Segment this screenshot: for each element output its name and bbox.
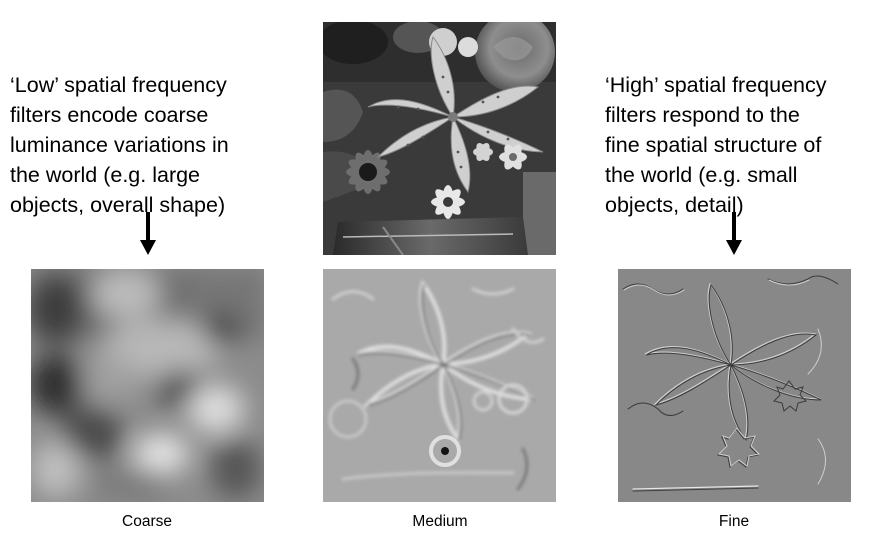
medium-filtered-image — [323, 269, 556, 502]
high-frequency-description: ‘High’ spatial frequency filters respond… — [605, 70, 827, 220]
low-description-line: ‘Low’ spatial frequency — [10, 73, 227, 97]
low-description-line: luminance variations in — [10, 133, 229, 157]
down-arrow-icon — [140, 212, 156, 255]
high-description-line: filters respond to the — [605, 103, 800, 127]
low-description-line: objects, overall shape) — [10, 193, 226, 217]
high-description-line: ‘High’ spatial frequency — [605, 73, 827, 97]
caption-coarse: Coarse — [122, 513, 172, 530]
fine-filtered-image — [618, 269, 851, 502]
original-flower-photo — [323, 22, 556, 255]
high-description-line: the world (e.g. small — [605, 163, 798, 187]
caption-medium: Medium — [412, 513, 468, 530]
high-description-line: fine spatial structure of — [605, 133, 822, 157]
low-description-line: filters encode coarse — [10, 103, 209, 127]
down-arrow-icon — [726, 212, 742, 255]
caption-fine: Fine — [718, 513, 750, 530]
coarse-filtered-image — [31, 269, 264, 502]
low-description-line: the world (e.g. large — [10, 163, 201, 187]
low-frequency-description: ‘Low’ spatial frequency filters encode c… — [10, 70, 229, 220]
high-description-line: objects, detail) — [605, 193, 744, 217]
